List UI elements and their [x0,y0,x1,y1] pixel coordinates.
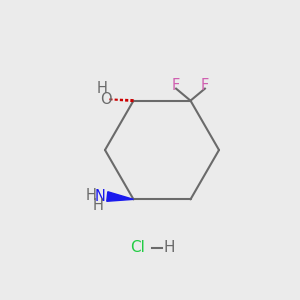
Text: H: H [93,198,104,213]
Polygon shape [107,192,134,201]
Text: O: O [100,92,112,107]
Text: F: F [172,77,180,92]
Text: Cl: Cl [130,240,146,255]
Text: H: H [85,188,96,203]
Text: H: H [96,81,107,96]
Text: N: N [94,189,105,204]
Text: H: H [164,240,175,255]
Text: F: F [201,77,209,92]
